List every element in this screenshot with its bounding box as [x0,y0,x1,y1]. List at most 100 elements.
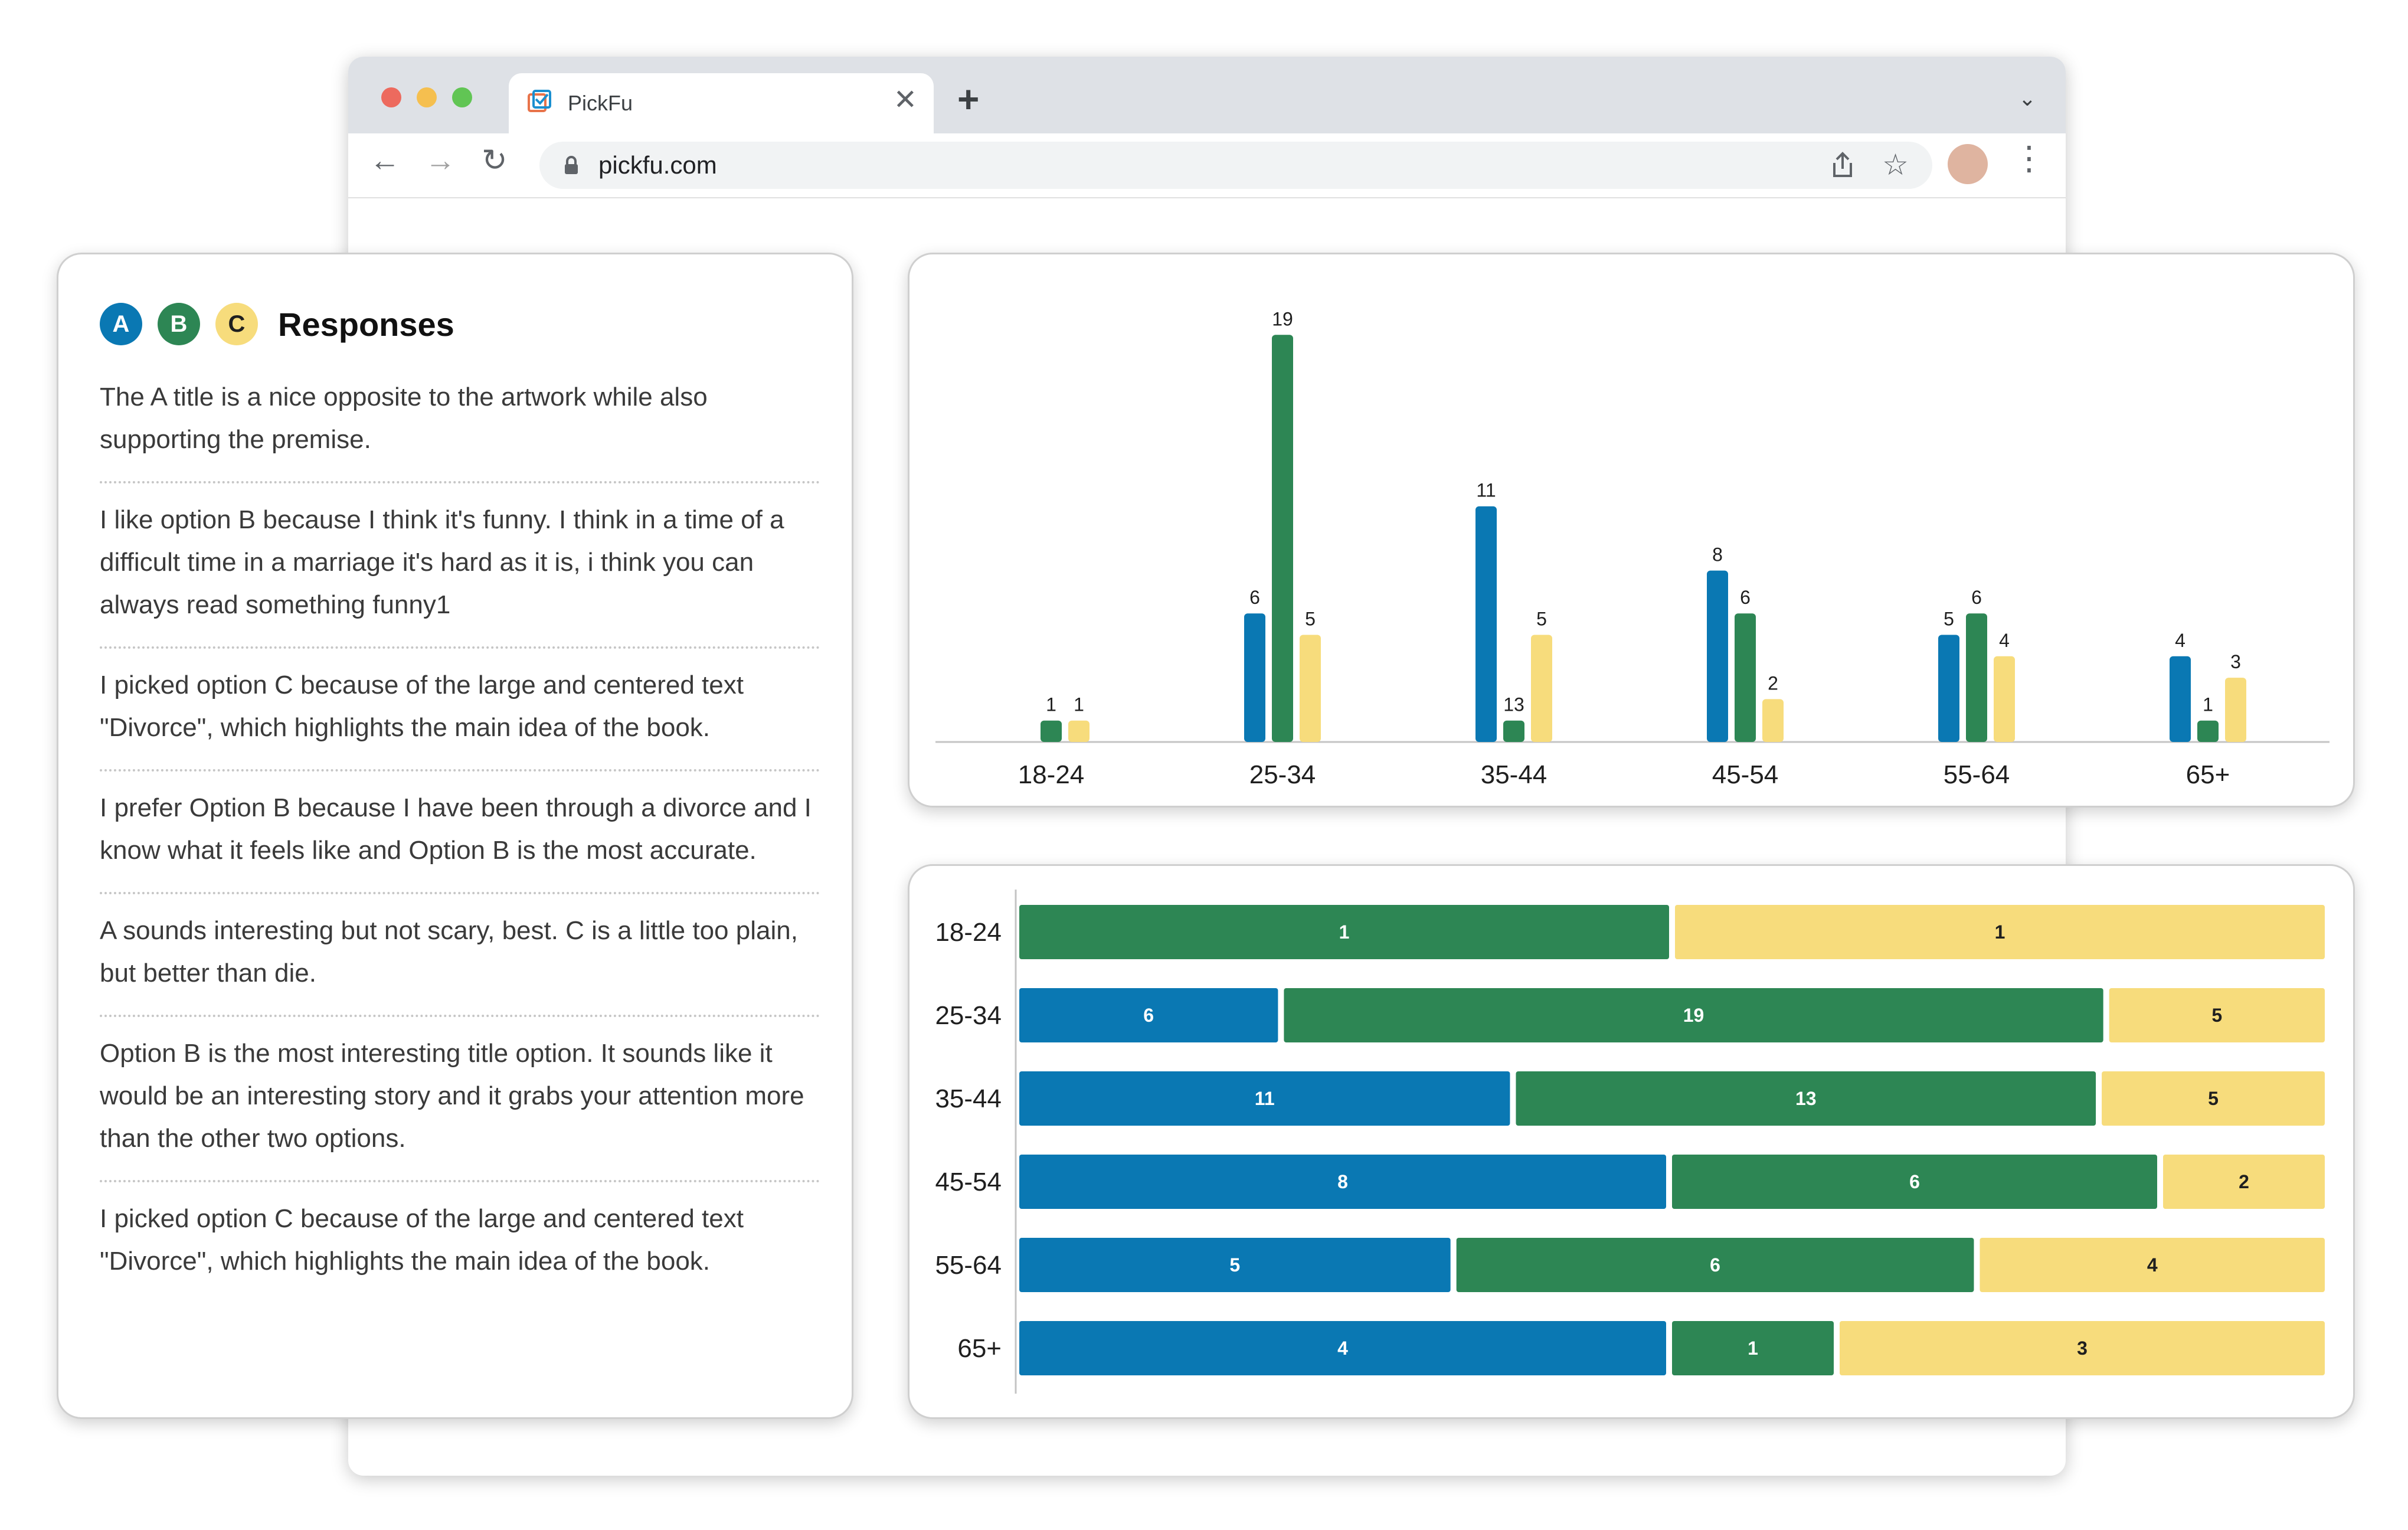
stacked-bar-segment [2109,988,2325,1042]
stacked-bar-segment [2163,1155,2325,1209]
y-tick-label: 45-54 [935,1168,1002,1196]
bar [1938,635,1959,742]
segment-value-label: 2 [2239,1171,2249,1192]
segment-value-label: 1 [1995,921,2005,943]
responses-title: Responses [278,305,454,343]
segment-value-label: 4 [1337,1338,1348,1359]
tab-close-icon[interactable]: ✕ [893,84,917,116]
bar-value-label: 4 [1999,630,2010,651]
bar [1300,635,1321,742]
bar [1966,613,1987,742]
segment-value-label: 6 [1143,1005,1154,1026]
stacked-bar-segment [1019,988,1278,1042]
bar-value-label: 3 [2230,651,2241,672]
profile-avatar[interactable] [1948,144,1988,184]
stacked-bar-segment [1019,1238,1451,1292]
forward-arrow-icon[interactable]: → [425,143,456,178]
bar-value-label: 5 [1536,609,1547,630]
response-item: I like option B because I think it's fun… [100,483,820,649]
address-bar[interactable]: pickfu.com ☆ [539,142,1932,189]
stacked-bar-segment [1456,1238,1974,1292]
bar-value-label: 6 [1740,587,1751,608]
bar-value-label: 2 [1768,672,1778,694]
response-item: I prefer Option B because I have been th… [100,771,820,894]
segment-value-label: 5 [1229,1254,1240,1276]
stacked-bar-segment [1516,1071,2096,1126]
bar [1707,570,1728,742]
bar-value-label: 5 [1305,609,1316,630]
segment-value-label: 6 [1909,1171,1920,1192]
bookmark-star-icon[interactable]: ☆ [1882,148,1909,181]
browser-menu-icon[interactable]: ⋮ [2013,139,2046,176]
segment-value-label: 5 [2211,1005,2222,1026]
bar [2170,656,2191,742]
bar-value-label: 6 [1249,587,1260,608]
x-tick-label: 35-44 [1481,760,1547,789]
bar [1272,335,1293,742]
age-grouped-bar-chart: 18-241 125-34619535-441113545-5486255-645… [935,308,2330,789]
responses-list: The A title is a nice opposite to the ar… [100,376,820,1303]
age-grouped-bar-chart-card: 18-24 1 1 25-34 6 19 5 35-44 11 13 5 45-54 8 6 2 55-64 5… [908,253,2355,808]
new-tab-button[interactable]: + [957,78,980,120]
x-tick-label: 55-64 [1944,760,2010,789]
x-tick-label: 25-34 [1249,760,1316,789]
stacked-bar-segment [1019,1071,1510,1126]
x-tick-label: 18-24 [1018,760,1085,789]
bar [2225,678,2246,742]
response-item: I picked option C because of the large a… [100,1204,744,1276]
segment-value-label: 6 [1710,1254,1720,1276]
stacked-bar-segment [1019,905,1669,959]
bar-value-label: 4 [2175,630,2185,651]
stacked-bar-segment [1675,905,2325,959]
minimize-window-button[interactable] [417,87,437,107]
tab-strip: PickFu ✕ + ⌄ [348,57,2066,133]
segment-value-label: 8 [1337,1171,1348,1192]
bar-value-label: 8 [1712,544,1723,565]
back-arrow-icon[interactable]: ← [369,143,400,178]
tab-title: PickFu [568,91,633,115]
stacked-bar-segment [1019,1321,1666,1375]
response-item: Option B is the most interesting title o… [100,1017,820,1182]
bar [1068,720,1090,742]
bar [2197,720,2219,742]
stacked-bar-segment [1284,988,2103,1042]
option-a-badge: A [100,303,142,345]
response-item: The A title is a nice opposite to the ar… [100,376,820,483]
segment-value-label: 11 [1255,1088,1275,1109]
stacked-bar-segment [2102,1071,2325,1126]
pickfu-favicon-icon [528,90,551,112]
option-c-badge: C [215,303,258,345]
responses-header: A B C Responses [100,299,454,349]
x-tick-label: 45-54 [1712,760,1779,789]
maximize-window-button[interactable] [452,87,472,107]
reload-icon[interactable]: ↻ [482,143,508,178]
bar-value-label: 5 [1944,609,1954,630]
segment-value-label: 5 [2208,1088,2219,1109]
tab-pickfu[interactable]: PickFu ✕ [509,73,934,133]
stacked-bar-segment [1672,1155,2157,1209]
age-stacked-bar-chart: 18-24 1 125-34 6 19 535-44 11 13 545-54 8 6 255-64 5… [935,890,2325,1394]
y-tick-label: 35-44 [935,1084,1002,1113]
bar [1244,613,1265,742]
bar-value-label: 1 [1046,694,1056,715]
browser-toolbar: ← → ↻ pickfu.com ☆ ⋮ [348,133,2066,198]
y-tick-label: 65+ [957,1334,1002,1363]
close-window-button[interactable] [381,87,401,107]
stacked-bar-segment [1840,1321,2325,1375]
y-tick-label: 18-24 [935,918,1002,947]
bar [1994,656,2015,742]
bar-value-label: 19 [1272,308,1293,329]
stacked-bar-segment [1980,1238,2325,1292]
segment-value-label: 13 [1795,1088,1817,1109]
bar [1503,720,1524,742]
share-icon[interactable] [1830,150,1856,181]
bar-value-label: 1 [2203,694,2213,715]
response-item: A sounds interesting but not scary, best… [100,894,820,1017]
tab-search-chevron-icon[interactable]: ⌄ [2018,86,2036,110]
bar [1531,635,1552,742]
segment-value-label: 3 [2077,1338,2088,1359]
bar-value-label: 6 [1971,587,1982,608]
bar-value-label: 11 [1476,480,1496,501]
responses-card: A B C Responses The A title is a nice op… [57,253,853,1419]
url-text: pickfu.com [598,151,717,179]
